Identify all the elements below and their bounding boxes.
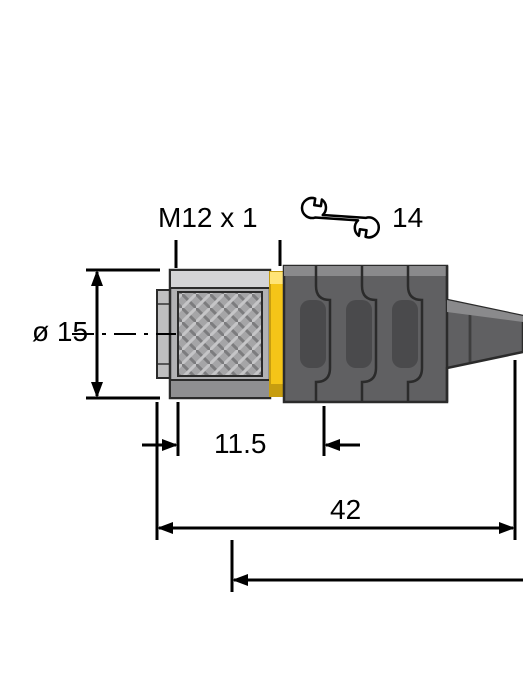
dim-lower <box>232 540 523 592</box>
wrench-size-label: 14 <box>392 202 423 234</box>
diagram-canvas: M12 x 1 14 ø 15 11.5 42 <box>0 0 523 700</box>
nut-width-label: 11.5 <box>214 428 266 460</box>
diameter-label: ø 15 <box>32 316 88 348</box>
overall-length-label: 42 <box>330 494 361 526</box>
wrench-icon <box>299 181 381 255</box>
color-ring <box>270 272 284 396</box>
thread-label: M12 x 1 <box>158 202 258 234</box>
drawing-svg <box>0 0 523 700</box>
dim-thread-tick <box>176 240 280 268</box>
connector-body <box>284 266 523 402</box>
coupling-nut <box>170 270 270 398</box>
